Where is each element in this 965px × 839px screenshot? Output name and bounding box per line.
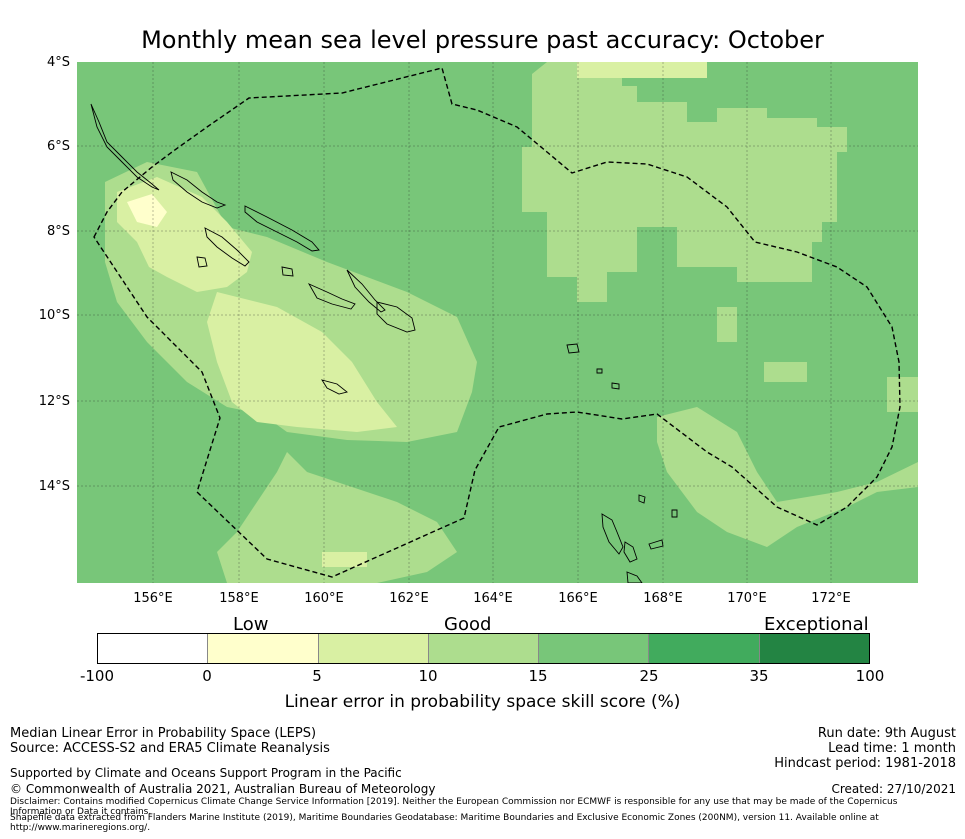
colorbar-swatch	[427, 634, 539, 663]
colorbar-tick: 0	[202, 667, 212, 685]
category-low: Low	[233, 614, 269, 635]
colorbar	[97, 633, 870, 664]
category-good: Good	[444, 614, 492, 635]
colorbar-swatch	[648, 634, 759, 663]
copyright-text: © Commonwealth of Australia 2021, Austra…	[10, 782, 436, 796]
lead-time: Lead time: 1 month	[828, 741, 956, 756]
run-date: Run date: 9th August	[817, 726, 956, 741]
lon-label: 162°E	[389, 591, 429, 606]
colorbar-swatch	[758, 634, 869, 663]
colorbar-tick: 5	[312, 667, 322, 685]
skill-map	[77, 62, 918, 583]
lon-label: 168°E	[643, 591, 683, 606]
colorbar-tick: 35	[749, 667, 769, 685]
lat-label: 14°S	[38, 479, 70, 494]
colorbar-swatch	[538, 634, 649, 663]
colorbar-tick: 15	[528, 667, 548, 685]
colorbar-tick: 100	[855, 667, 885, 685]
lon-label: 170°E	[727, 591, 767, 606]
hindcast-period: Hindcast period: 1981-2018	[774, 756, 956, 771]
lat-label: 12°S	[38, 394, 70, 409]
lon-label: 166°E	[558, 591, 598, 606]
data-source: Source: ACCESS-S2 and ERA5 Climate Reana…	[10, 741, 330, 756]
leps-description: Median Linear Error in Probability Space…	[10, 726, 317, 741]
eez-boundary	[93, 67, 901, 578]
colorbar-swatch	[98, 634, 208, 663]
created-date: Created: 27/10/2021	[831, 782, 956, 796]
colorbar-label: Linear error in probability space skill …	[284, 692, 681, 712]
lat-label: 8°S	[46, 224, 70, 239]
disclaimer-text: Disclaimer: Contains modified Copernicus…	[10, 797, 898, 817]
colorbar-tick: -100	[79, 667, 115, 685]
lat-label: 6°S	[46, 139, 70, 154]
lon-label: 172°E	[811, 591, 851, 606]
low-zone	[127, 194, 167, 227]
support-text: Supported by Climate and Oceans Support …	[10, 766, 402, 780]
lon-label: 164°E	[473, 591, 513, 606]
colorbar-swatch	[207, 634, 318, 663]
colorbar-swatch	[317, 634, 428, 663]
lon-label: 158°E	[219, 591, 259, 606]
map-title: Monthly mean sea level pressure past acc…	[141, 26, 824, 54]
lon-label: 160°E	[304, 591, 344, 606]
lat-label: 4°S	[46, 55, 70, 70]
shapefile-text: Shapefile data extracted from Flanders M…	[10, 813, 879, 833]
gridlines	[77, 62, 918, 583]
colorbar-tick: 25	[639, 667, 659, 685]
lat-label: 10°S	[38, 308, 70, 323]
lon-label: 156°E	[133, 591, 173, 606]
category-exceptional: Exceptional	[764, 614, 869, 635]
coastlines	[90, 103, 678, 583]
colorbar-tick: 10	[418, 667, 438, 685]
